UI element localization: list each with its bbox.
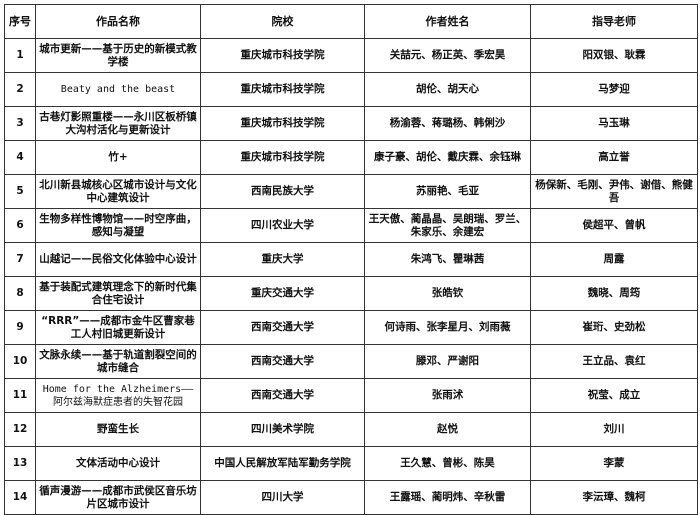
- work-title: 文脉永续——基于轨道割裂空间的城市缝合: [35, 344, 201, 379]
- advisors: 魏晓、周筠: [530, 276, 698, 311]
- row-number: 7: [4, 242, 36, 277]
- school: 重庆城市科技学院: [200, 38, 365, 73]
- table-row: 5 北川新县城核心区城市设计与文化中心建筑设计 西南民族大学 苏丽艳、毛亚 杨保新、毛刚…: [4, 174, 698, 209]
- table-row: 4 竹+ 重庆城市科技学院 康子豪、胡伦、戴庆霖、余钰琳 高立誉: [4, 140, 698, 175]
- table-row: 14 循声漫游——成都市武侯区音乐坊片区城市设计 四川大学 王露瑶、蔺明炜、辛秋雷 李沄…: [4, 480, 698, 515]
- table-row: 6 生物多样性博物馆——时空序曲，感知与凝望 四川农业大学 王天傲、蔺晶晶、吴朗瑞、罗…: [4, 208, 698, 243]
- authors: 杨渝蓉、蒋璐杨、韩俐沙: [364, 106, 531, 141]
- school: 重庆大学: [200, 242, 365, 277]
- work-title: 北川新县城核心区城市设计与文化中心建筑设计: [35, 174, 201, 209]
- advisors: 阳双银、耿霖: [530, 38, 698, 73]
- authors: 滕邓、严谢阳: [364, 344, 531, 379]
- work-title: 古巷灯影照重楼——永川区板桥镇大沟村活化与更新设计: [35, 106, 201, 141]
- authors: 张雨沭: [364, 378, 531, 413]
- header-authors: 作者姓名: [364, 4, 531, 39]
- authors: 赵悦: [364, 412, 531, 447]
- school: 重庆城市科技学院: [200, 140, 365, 175]
- work-title: Home for the Alzheimers——阿尔兹海默症患者的失智花园: [35, 378, 201, 413]
- school: 重庆城市科技学院: [200, 106, 365, 141]
- authors: 王天傲、蔺晶晶、吴朗瑞、罗兰、朱家乐、余建宏: [364, 208, 531, 243]
- table-row: 13 文体活动中心设计 中国人民解放军陆军勤务学院 王久慧、曾彬、陈昊 李蒙: [4, 446, 698, 481]
- table-row: 1 城市更新——基于历史的新模式教学楼 重庆城市科技学院 关喆元、杨正英、季宏昊 阳双银…: [4, 38, 698, 73]
- row-number: 10: [4, 344, 36, 379]
- authors: 朱鸿飞、瞿琳茜: [364, 242, 531, 277]
- row-number: 5: [4, 174, 36, 209]
- header-row: 序号 作品名称 院校 作者姓名 指导老师: [4, 4, 698, 39]
- table-row: 2 Beaty and the beast 重庆城市科技学院 胡伦、胡天心 马梦迎: [4, 72, 698, 107]
- table-row: 7 山越记——民俗文化体验中心设计 重庆大学 朱鸿飞、瞿琳茜 周露: [4, 242, 698, 277]
- table-row: 8 基于装配式建筑理念下的新时代集合住宅设计 重庆交通大学 张皓钦 魏晓、周筠: [4, 276, 698, 311]
- work-title: 循声漫游——成都市武侯区音乐坊片区城市设计: [35, 480, 201, 515]
- advisors: 高立誉: [530, 140, 698, 175]
- row-number: 2: [4, 72, 36, 107]
- table-row: 10 文脉永续——基于轨道割裂空间的城市缝合 西南交通大学 滕邓、严谢阳 王立品、袁红: [4, 344, 698, 379]
- authors: 苏丽艳、毛亚: [364, 174, 531, 209]
- school: 四川农业大学: [200, 208, 365, 243]
- row-number: 9: [4, 310, 36, 345]
- header-advisors: 指导老师: [530, 4, 698, 39]
- advisors: 崔珩、史劲松: [530, 310, 698, 345]
- header-no: 序号: [4, 4, 36, 39]
- work-title: 文体活动中心设计: [35, 446, 201, 481]
- advisors: 王立品、袁红: [530, 344, 698, 379]
- authors: 王露瑶、蔺明炜、辛秋雷: [364, 480, 531, 515]
- school: 中国人民解放军陆军勤务学院: [200, 446, 365, 481]
- award-table: 序号 作品名称 院校 作者姓名 指导老师 1 城市更新——基于历史的新模式教学楼重…: [4, 4, 698, 515]
- row-number: 14: [4, 480, 36, 515]
- row-number: 3: [4, 106, 36, 141]
- school: 四川美术学院: [200, 412, 365, 447]
- advisors: 杨保新、毛刚、尹伟、谢借、熊健吾: [530, 174, 698, 209]
- work-title: Beaty and the beast: [35, 72, 201, 107]
- authors: 张皓钦: [364, 276, 531, 311]
- row-number: 6: [4, 208, 36, 243]
- row-number: 4: [4, 140, 36, 175]
- work-title: “RRR”——成都市金牛区曹家巷工人村旧城更新设计: [35, 310, 201, 345]
- advisors: 周露: [530, 242, 698, 277]
- school: 重庆城市科技学院: [200, 72, 365, 107]
- row-number: 11: [4, 378, 36, 413]
- advisors: 李沄璋、魏柯: [530, 480, 698, 515]
- school: 四川大学: [200, 480, 365, 515]
- work-title: 野蛮生长: [35, 412, 201, 447]
- row-number: 12: [4, 412, 36, 447]
- advisors: 马玉琳: [530, 106, 698, 141]
- table-row: 11 Home for the Alzheimers——阿尔兹海默症患者的失智花园…: [4, 378, 698, 413]
- table-row: 9 “RRR”——成都市金牛区曹家巷工人村旧城更新设计 西南交通大学 何诗雨、张李星月…: [4, 310, 698, 345]
- school: 西南民族大学: [200, 174, 365, 209]
- header-school: 院校: [200, 4, 365, 39]
- row-number: 8: [4, 276, 36, 311]
- work-title: 城市更新——基于历史的新模式教学楼: [35, 38, 201, 73]
- authors: 何诗雨、张李星月、刘雨薇: [364, 310, 531, 345]
- authors: 康子豪、胡伦、戴庆霖、余钰琳: [364, 140, 531, 175]
- authors: 胡伦、胡天心: [364, 72, 531, 107]
- work-title: 山越记——民俗文化体验中心设计: [35, 242, 201, 277]
- advisors: 刘川: [530, 412, 698, 447]
- advisors: 李蒙: [530, 446, 698, 481]
- school: 重庆交通大学: [200, 276, 365, 311]
- row-number: 1: [4, 38, 36, 73]
- row-number: 13: [4, 446, 36, 481]
- advisors: 马梦迎: [530, 72, 698, 107]
- authors: 王久慧、曾彬、陈昊: [364, 446, 531, 481]
- work-title: 竹+: [35, 140, 201, 175]
- table-row: 3 古巷灯影照重楼——永川区板桥镇大沟村活化与更新设计 重庆城市科技学院 杨渝蓉、蒋璐…: [4, 106, 698, 141]
- work-title: 生物多样性博物馆——时空序曲，感知与凝望: [35, 208, 201, 243]
- school: 西南交通大学: [200, 378, 365, 413]
- advisors: 侯超平、曾帆: [530, 208, 698, 243]
- table-row: 12 野蛮生长 四川美术学院 赵悦 刘川: [4, 412, 698, 447]
- school: 西南交通大学: [200, 344, 365, 379]
- school: 西南交通大学: [200, 310, 365, 345]
- header-title: 作品名称: [35, 4, 201, 39]
- advisors: 祝莹、成立: [530, 378, 698, 413]
- authors: 关喆元、杨正英、季宏昊: [364, 38, 531, 73]
- work-title: 基于装配式建筑理念下的新时代集合住宅设计: [35, 276, 201, 311]
